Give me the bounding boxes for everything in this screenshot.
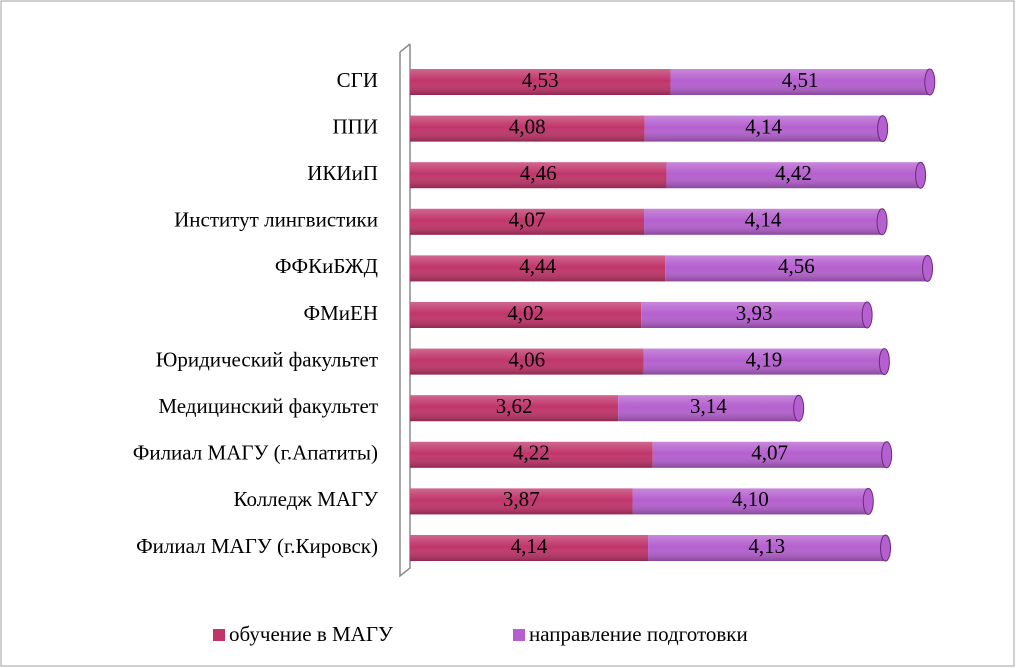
- data-label: 3,14: [690, 394, 727, 418]
- bar-cap: [922, 254, 933, 282]
- bar-cap: [880, 534, 892, 562]
- data-label: 3,62: [496, 394, 533, 418]
- legend-swatch: [513, 629, 525, 641]
- data-label: 4,46: [520, 161, 557, 185]
- bar-cap: [862, 487, 874, 515]
- data-label: 4,56: [778, 254, 815, 278]
- legend-label: обучение в МАГУ: [229, 622, 393, 646]
- bar-shade: [410, 69, 671, 95]
- data-label: 4,06: [508, 347, 545, 371]
- bar-shade: [644, 115, 883, 142]
- data-label: 4,22: [513, 441, 550, 465]
- y-tick-label: ФФКиБЖД: [275, 254, 378, 278]
- bar-shade: [410, 302, 642, 328]
- data-label: 3,87: [503, 487, 540, 511]
- data-label: 4,44: [519, 254, 556, 278]
- bar-cap: [861, 301, 873, 329]
- bar-cap: [915, 161, 927, 189]
- bar-cap: [793, 394, 805, 422]
- data-label: 4,42: [775, 161, 812, 185]
- bar-shade: [652, 441, 887, 468]
- bar-shade: [648, 535, 886, 561]
- y-tick-label: ППИ: [333, 114, 379, 138]
- data-label: 4,51: [782, 68, 819, 92]
- data-label: 4,02: [507, 301, 544, 325]
- data-label: 4,07: [751, 441, 788, 465]
- y-tick-label: Колледж МАГУ: [234, 487, 379, 511]
- bar-shade: [410, 208, 645, 235]
- bar-shade: [410, 535, 649, 561]
- bar-shade: [641, 302, 868, 328]
- data-label: 4,08: [509, 114, 546, 138]
- y-tick-label: ИКИиП: [307, 161, 378, 185]
- y-tick-label: СГИ: [337, 68, 378, 92]
- data-label: 4,14: [745, 114, 782, 138]
- legend-swatch: [213, 629, 225, 641]
- bar-shade: [643, 348, 885, 375]
- y-tick-label: ФМиЕН: [304, 301, 379, 325]
- bar-shade: [632, 488, 869, 515]
- bar-cap: [876, 208, 888, 236]
- y-tick-label: Филиал МАГУ (г.Апатиты): [133, 441, 378, 465]
- data-label: 4,13: [748, 534, 785, 558]
- data-label: 4,19: [746, 347, 783, 371]
- data-label: 4,10: [732, 487, 769, 511]
- y-tick-label: Медицинский факультет: [158, 394, 378, 418]
- data-label: 4,14: [745, 208, 782, 232]
- bar-shade: [666, 162, 921, 189]
- y-tick-label: Филиал МАГУ (г.Кировск): [136, 534, 378, 558]
- legend-label: направление подготовки: [529, 622, 748, 646]
- y-tick-label: Институт лингвистики: [174, 208, 378, 232]
- bar-shade: [618, 395, 799, 422]
- data-label: 4,07: [509, 208, 546, 232]
- data-label: 4,14: [511, 534, 548, 558]
- bar-shade: [410, 115, 645, 142]
- bar-shade: [410, 395, 619, 422]
- bar-shade: [410, 348, 644, 375]
- bar-shade: [410, 162, 667, 189]
- bar-shade: [410, 441, 653, 468]
- y-tick-label: Юридический факультет: [156, 347, 378, 371]
- bar-shade: [410, 255, 666, 282]
- bar-shade: [670, 69, 930, 95]
- bar-shade: [665, 255, 928, 282]
- data-label: 3,93: [736, 301, 773, 325]
- bar-shade: [644, 208, 883, 235]
- bar-shade: [410, 488, 633, 515]
- data-label: 4,53: [522, 68, 559, 92]
- bar-cap: [878, 348, 890, 376]
- bar-cap: [881, 441, 893, 469]
- bar-cap: [924, 68, 936, 96]
- bar-cap: [877, 115, 889, 143]
